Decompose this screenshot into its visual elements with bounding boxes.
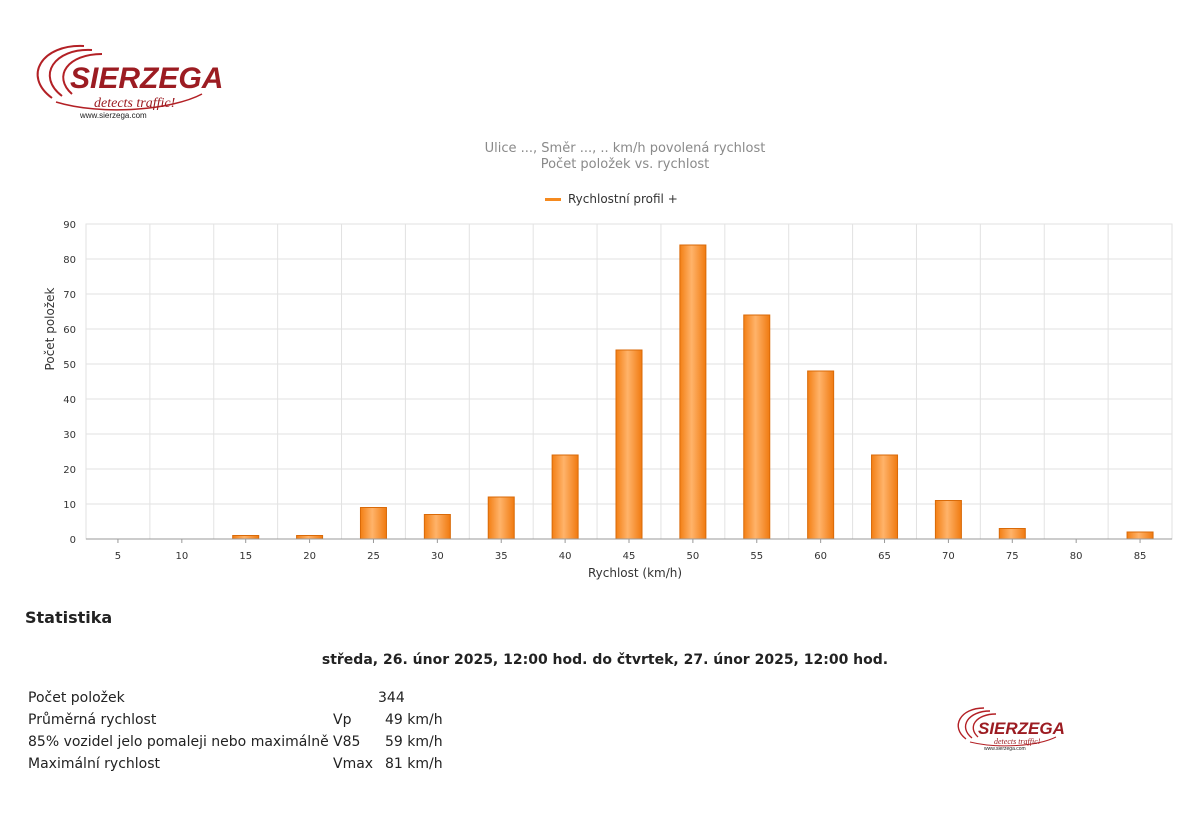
y-axis-label: Počet položek	[43, 287, 57, 370]
y-tick-label: 30	[63, 430, 76, 441]
x-tick-label: 25	[367, 551, 380, 562]
v85-value: 59 km/h	[385, 734, 443, 750]
count-value: 344	[378, 690, 405, 706]
chart-subtitle: Počet položek vs. rychlost	[540, 157, 710, 172]
x-tick-label: 10	[175, 551, 188, 562]
bar-45	[615, 349, 643, 540]
x-tick-label: 5	[115, 551, 121, 562]
stats-heading: Statistika	[25, 608, 113, 627]
svg-text:detects traffic!: detects traffic!	[94, 96, 176, 111]
average-symbol: Vp	[333, 712, 352, 728]
bar-35	[487, 496, 515, 540]
max-label: Maximální rychlost	[28, 756, 161, 772]
average-value: 49 km/h	[385, 712, 443, 728]
x-tick-label: 80	[1070, 551, 1083, 562]
bar-60	[807, 370, 835, 540]
svg-text:SIERZEGA: SIERZEGA	[70, 62, 223, 95]
svg-text:www.sierzega.com: www.sierzega.com	[984, 746, 1026, 752]
y-tick-label: 40	[63, 395, 76, 406]
chart-title: Ulice ..., Směr ..., .. km/h povolená ry…	[484, 141, 766, 156]
x-tick-label: 65	[878, 551, 891, 562]
y-tick-label: 80	[63, 255, 76, 266]
y-tick-label: 70	[63, 290, 76, 301]
y-tick-label: 50	[63, 360, 76, 371]
x-tick-label: 70	[942, 551, 955, 562]
bar-20	[296, 535, 324, 540]
y-tick-label: 90	[63, 220, 76, 231]
x-tick-label: 40	[559, 551, 572, 562]
bar-85	[1126, 531, 1154, 540]
svg-text:www.sierzega.com: www.sierzega.com	[79, 111, 147, 120]
x-tick-label: 35	[495, 551, 508, 562]
y-tick-label: 20	[63, 465, 76, 476]
bar-30	[423, 514, 451, 540]
sierzega-logo: SIERZEGA detects traffic! www.sierzega.c…	[22, 36, 232, 122]
average-label: Průměrná rychlost	[28, 712, 157, 728]
svg-text:detects traffic!: detects traffic!	[994, 737, 1041, 746]
x-axis-label: Rychlost (km/h)	[588, 566, 682, 580]
bar-75	[998, 528, 1026, 540]
speed-histogram-chart: 0 10 20 30 40 50 60 70 80 90 5 10 15 20 25 30 35 40 45 50 55…	[43, 220, 1173, 580]
chart-grid	[85, 223, 1173, 540]
y-tick-label: 60	[63, 325, 76, 336]
bar-50	[679, 244, 707, 540]
x-tick-label: 45	[623, 551, 636, 562]
count-label: Počet položek	[28, 690, 125, 706]
bar-25	[359, 507, 387, 540]
y-tick-label: 0	[70, 535, 76, 546]
x-tick-label: 20	[303, 551, 316, 562]
v85-label: 85% vozidel jelo pomaleji nebo maximálně	[28, 734, 329, 750]
bar-70	[934, 500, 962, 540]
svg-text:SIERZEGA: SIERZEGA	[978, 719, 1065, 738]
v85-symbol: V85	[333, 734, 361, 750]
bar-65	[871, 454, 899, 540]
bar-15	[232, 535, 260, 540]
x-tick-label: 85	[1134, 551, 1147, 562]
max-symbol: Vmax	[333, 756, 374, 772]
x-tick-label: 50	[687, 551, 700, 562]
chart-bars	[232, 244, 1154, 540]
bar-40	[551, 454, 579, 540]
x-tick-label: 55	[750, 551, 763, 562]
period-range: středa, 26. únor 2025, 12:00 hod. do čtv…	[321, 652, 889, 668]
x-tick-label: 15	[239, 551, 252, 562]
bar-55	[743, 314, 771, 540]
chart-axes: 0 10 20 30 40 50 60 70 80 90 5 10 15 20 25 30 35 40 45 50 55…	[63, 220, 1172, 562]
legend-label: Rychlostní profil +	[568, 192, 678, 206]
y-tick-label: 10	[63, 500, 76, 511]
x-tick-label: 30	[431, 551, 444, 562]
legend-swatch	[545, 197, 561, 201]
max-value: 81 km/h	[385, 756, 443, 772]
x-tick-label: 60	[814, 551, 827, 562]
sierzega-logo-small: SIERZEGA detects traffic! www.sierzega.c…	[950, 703, 1072, 753]
x-tick-label: 75	[1006, 551, 1019, 562]
chart-legend: Rychlostní profil +	[545, 192, 678, 206]
